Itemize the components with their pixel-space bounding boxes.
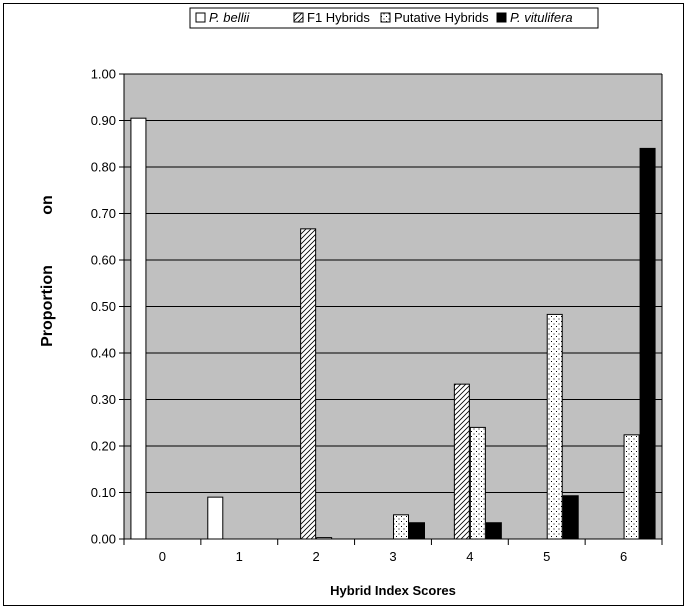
x-axis-title: Hybrid Index Scores xyxy=(330,583,456,598)
y-tick-labels: 0.00 0.10 0.20 0.30 0.40 0.50 0.60 0.70 0.80 0.90… xyxy=(91,67,116,547)
legend-label: P. bellii xyxy=(209,10,250,25)
bar xyxy=(409,522,425,540)
legend-label: Putative Hybrids xyxy=(394,10,489,25)
bar xyxy=(623,434,640,540)
x-tick-labels: 0 1 2 3 4 5 6 xyxy=(159,549,627,564)
x-tick-label: 0 xyxy=(159,549,166,564)
x-tick-label: 1 xyxy=(236,549,243,564)
legend-swatch xyxy=(496,12,507,23)
y-tick-label: 0.40 xyxy=(91,346,116,361)
legend-label: P. vitulifera xyxy=(510,10,573,25)
bar xyxy=(469,426,486,540)
x-tick-label: 5 xyxy=(543,549,550,564)
x-tick-label: 6 xyxy=(620,549,627,564)
y-tick-label: 0.60 xyxy=(91,253,116,268)
legend-swatch xyxy=(293,12,304,23)
y-axis-title: Proportion xyxy=(39,265,56,347)
y-tick-label: 0.90 xyxy=(91,113,116,128)
gridlines xyxy=(124,73,662,493)
bar xyxy=(130,117,147,540)
bars xyxy=(130,117,656,540)
y-tick-label: 0.70 xyxy=(91,206,116,221)
legend-swatch xyxy=(195,12,206,23)
legend-swatch xyxy=(380,12,391,23)
x-tick-label: 2 xyxy=(313,549,320,564)
bar xyxy=(453,383,470,540)
bar xyxy=(546,313,563,540)
bar xyxy=(207,496,224,540)
bar xyxy=(393,514,409,540)
legend-box xyxy=(189,7,599,29)
y-tick-label: 1.00 xyxy=(91,67,116,82)
y-tick-label: 0.20 xyxy=(91,439,116,454)
legend-label: F1 Hybrids xyxy=(307,10,370,25)
y-axis-title-fragment: on xyxy=(39,195,56,215)
y-tick-label: 0.10 xyxy=(91,485,116,500)
bar xyxy=(300,228,317,540)
bar xyxy=(639,147,656,540)
x-tick-label: 4 xyxy=(466,549,473,564)
y-tick-label: 0.30 xyxy=(91,392,116,407)
x-tick-label: 3 xyxy=(389,549,396,564)
bar xyxy=(562,495,579,540)
legend: P. bellii F1 Hybrids Putative Hybrids P. vi… xyxy=(189,7,599,29)
y-tick-label: 0.00 xyxy=(91,532,116,547)
axes xyxy=(119,73,663,545)
bar xyxy=(485,522,502,540)
y-tick-label: 0.50 xyxy=(91,299,116,314)
y-tick-label: 0.80 xyxy=(91,160,116,175)
